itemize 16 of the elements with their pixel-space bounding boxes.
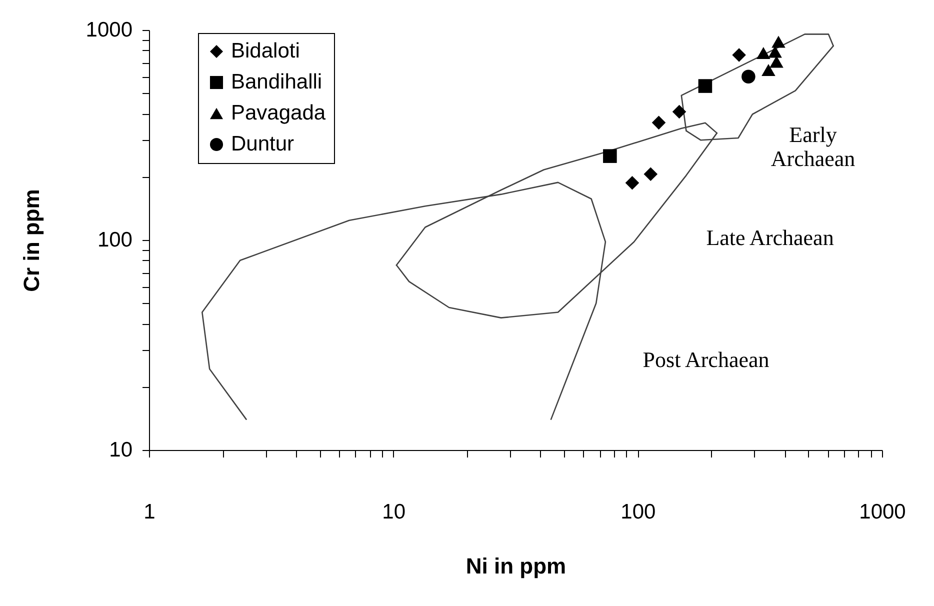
x-tick-label: 100 <box>620 500 656 524</box>
x-tick-label: 10 <box>382 500 406 524</box>
annotation: Late Archaean <box>706 225 834 250</box>
legend-label: Bandihalli <box>231 70 322 94</box>
y-axis-title: Cr in ppm <box>18 189 44 292</box>
x-tick-label: 1 <box>144 500 156 524</box>
legend-label: Bidaloti <box>231 40 300 62</box>
x-tick-label: 1000 <box>859 500 906 524</box>
legend-label: Pavagada <box>231 102 326 124</box>
y-tick-label: 100 <box>97 228 132 252</box>
y-tick-label: 1000 <box>86 18 132 42</box>
annotation: Post Archaean <box>642 347 770 372</box>
annotation: Early Archaean <box>770 122 856 171</box>
y-tick-label: 10 <box>109 438 132 462</box>
x-axis-title: Ni in ppm <box>466 554 566 578</box>
legend-label: Duntur <box>231 132 294 156</box>
